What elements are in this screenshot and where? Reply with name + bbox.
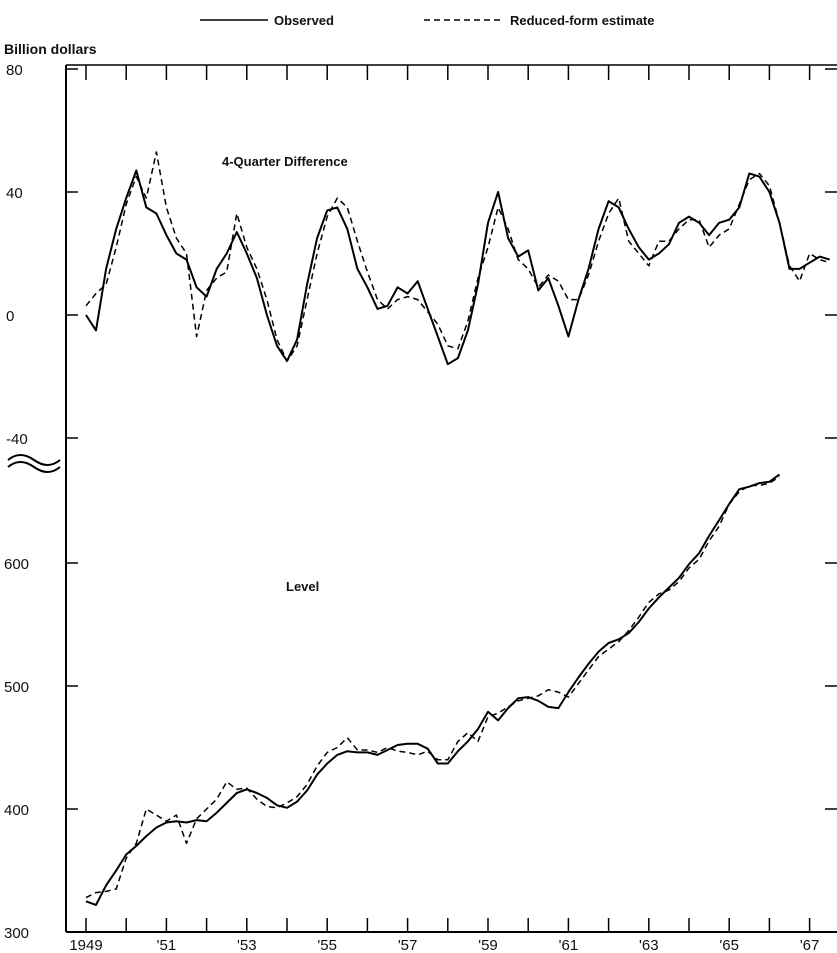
level-series-observed (85, 473, 781, 906)
level-series-estimate (85, 476, 780, 899)
legend-label-estimate: Reduced-form estimate (510, 13, 654, 28)
x-tick-label: '65 (719, 937, 739, 953)
y-tick-label-top: 0 (6, 308, 14, 325)
x-tick-label: '53 (237, 937, 257, 953)
annotation-4-quarter-difference: 4-Quarter Difference (222, 154, 348, 169)
x-tick-label: '61 (559, 937, 579, 953)
x-tick-label: '55 (317, 937, 337, 953)
axis-break-icon (7, 454, 61, 473)
y-tick-label-bottom: 500 (4, 679, 29, 696)
y-tick-label-top: 40 (6, 185, 23, 202)
y-tick-label-bottom: 600 (4, 556, 29, 573)
x-tick-label: '51 (157, 937, 177, 953)
difference-series-estimate (85, 151, 830, 362)
x-tick-label: 1949 (69, 937, 102, 953)
y-axis-title: Billion dollars (4, 41, 97, 57)
x-tick-label: '57 (398, 937, 418, 953)
y-tick-label-top: -40 (6, 431, 28, 448)
y-tick-label-bottom: 300 (4, 925, 29, 942)
legend: Observed Reduced-form estimate (200, 13, 654, 28)
x-tick-label: '67 (800, 937, 820, 953)
annotation-level: Level (286, 579, 319, 594)
y-tick-label-bottom: 400 (4, 802, 29, 819)
x-tick-label: '59 (478, 937, 498, 953)
legend-label-observed: Observed (274, 13, 334, 28)
y-tick-label-top: 80 (6, 62, 23, 79)
x-tick-label: '63 (639, 937, 659, 953)
